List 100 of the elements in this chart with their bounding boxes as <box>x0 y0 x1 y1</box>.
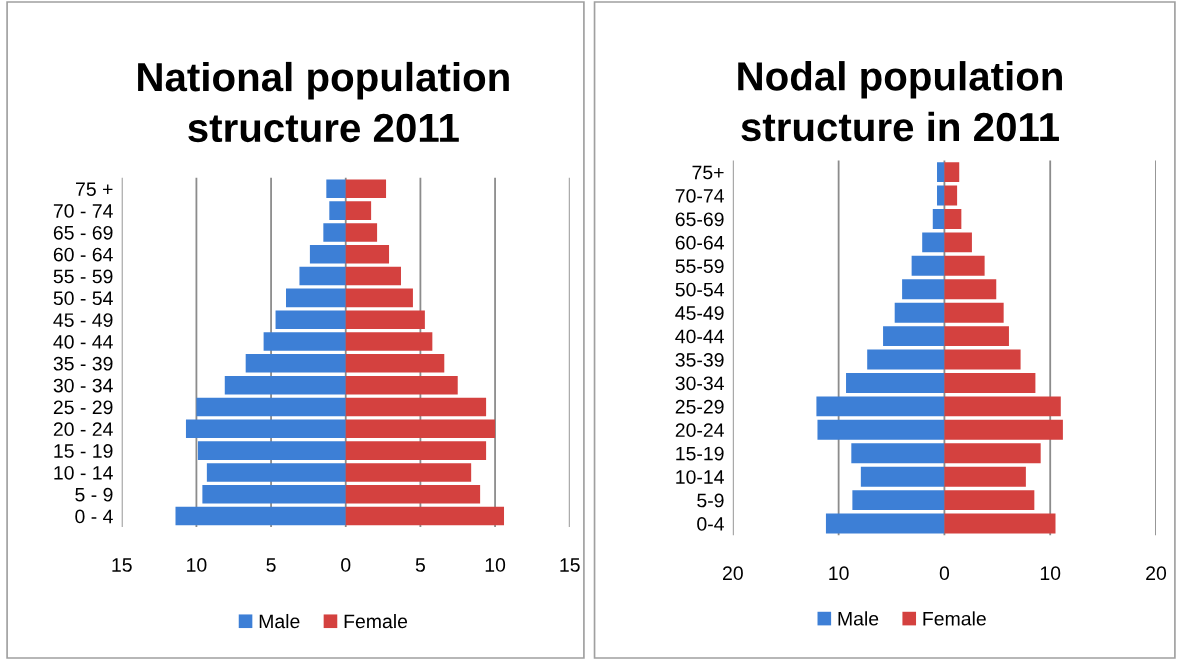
y-tick-label: 75 + <box>76 182 113 197</box>
bar <box>345 506 505 526</box>
y-tick-label: 5-9 <box>697 493 724 508</box>
x-tick-label: 20 <box>1146 566 1167 581</box>
y-tick-label: 10-14 <box>676 470 724 484</box>
y-tick-label: 40 - 44 <box>53 335 113 349</box>
bar <box>944 279 997 300</box>
x-tick-label: 10 <box>829 566 849 581</box>
bar <box>902 279 945 300</box>
y-tick-label: 0 - 4 <box>75 509 113 524</box>
bar <box>922 232 945 253</box>
bar <box>944 302 1004 323</box>
bar <box>944 162 960 183</box>
bar <box>323 223 346 242</box>
bar <box>345 397 487 417</box>
y-tick-label: 55-59 <box>675 259 724 274</box>
x-tick-label: 0 <box>341 558 351 572</box>
bar <box>911 255 945 276</box>
bar <box>944 349 1021 370</box>
x-tick-label: 10 <box>1040 566 1061 581</box>
bar <box>196 397 346 417</box>
y-tick-label: 45 - 49 <box>53 313 113 327</box>
y-tick-label: 5 - 9 <box>75 487 113 502</box>
x-tick-label: 5 <box>415 558 425 572</box>
legend-label: Male <box>838 611 879 626</box>
bar <box>345 310 425 329</box>
bar <box>345 441 487 460</box>
y-tick-label: 15 - 19 <box>54 444 113 458</box>
bar <box>345 485 481 504</box>
bar <box>224 375 346 395</box>
y-tick-label: 60-64 <box>675 235 724 250</box>
y-tick-label: 60 - 64 <box>53 247 113 262</box>
bar <box>944 396 1061 417</box>
bar <box>345 354 445 373</box>
bar <box>944 419 1063 440</box>
bar <box>944 466 1026 487</box>
bar <box>299 266 346 286</box>
bar <box>867 349 945 370</box>
y-tick-label: 65-69 <box>675 212 724 227</box>
bar <box>345 375 458 395</box>
bar <box>275 310 346 329</box>
bar <box>944 513 1056 534</box>
x-tick-label: 5 <box>266 558 276 572</box>
y-tick-label: 30 - 34 <box>53 378 113 393</box>
y-tick-label: 15-19 <box>676 446 724 461</box>
bar <box>309 244 346 264</box>
bar <box>944 209 962 229</box>
legend-label: Female <box>344 613 408 629</box>
chart-title: National population structure 2011 <box>138 61 509 143</box>
x-tick-label: 15 <box>560 558 580 572</box>
y-tick-label: 35 - 39 <box>53 356 113 371</box>
y-tick-label: 10 - 14 <box>54 465 113 480</box>
y-tick-label: 20 - 24 <box>53 422 113 437</box>
chart-title: Nodal population structure in 2011 <box>738 61 1062 142</box>
y-tick-label: 25 - 29 <box>53 400 113 415</box>
bar <box>846 373 945 393</box>
y-tick-label: 30-34 <box>675 376 724 391</box>
y-tick-label: 25-29 <box>675 399 724 414</box>
x-tick-label: 20 <box>723 566 743 581</box>
bar <box>345 288 413 308</box>
y-tick-label: 50 - 54 <box>53 291 113 306</box>
x-tick-label: 10 <box>485 558 506 572</box>
y-tick-label: 45-49 <box>675 306 724 320</box>
y-tick-label: 55 - 59 <box>53 269 113 284</box>
bar <box>932 209 945 229</box>
y-tick-label: 40-44 <box>675 329 724 344</box>
y-tick-label: 35-39 <box>675 353 724 367</box>
x-tick-label: 0 <box>939 566 950 581</box>
y-tick-label: 70 - 74 <box>53 204 113 218</box>
bar <box>944 373 1036 393</box>
bar <box>185 419 346 439</box>
bar <box>286 288 346 308</box>
bar <box>883 326 945 347</box>
y-tick-label: 20-24 <box>675 423 724 438</box>
bar <box>817 419 945 440</box>
bar <box>345 223 378 242</box>
bar <box>944 443 1041 464</box>
bar <box>329 201 346 220</box>
bar <box>202 485 346 504</box>
bar <box>894 302 945 323</box>
bar <box>345 244 390 264</box>
bar <box>345 201 372 220</box>
bar <box>263 332 346 351</box>
bar <box>345 463 472 482</box>
bar <box>944 185 958 206</box>
legend-label: Male <box>259 613 300 629</box>
bar <box>816 396 945 417</box>
bar <box>326 179 346 199</box>
bar <box>345 266 401 286</box>
y-tick-label: 0-4 <box>697 517 724 531</box>
x-tick-label: 10 <box>187 558 207 572</box>
bar <box>175 506 346 526</box>
y-tick-label: 50-54 <box>675 282 724 297</box>
legend-label: Female <box>923 611 986 626</box>
y-tick-label: 65 - 69 <box>53 225 113 240</box>
bar <box>944 255 985 276</box>
bar <box>825 513 945 534</box>
bar <box>206 463 346 482</box>
bar <box>852 490 945 511</box>
bar <box>345 419 496 439</box>
